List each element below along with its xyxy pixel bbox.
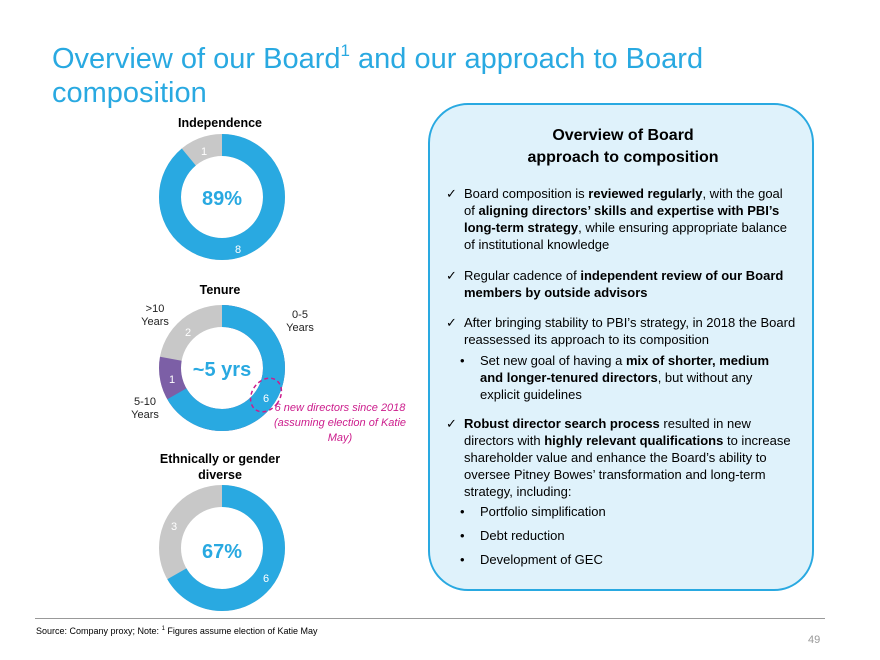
page-title: Overview of our Board1 and our approach …: [52, 41, 704, 109]
tenure-heading: Tenure: [199, 283, 241, 297]
tenure-0-5-label: 0-5 Years: [286, 309, 314, 334]
independence-center-value: 89%: [202, 188, 242, 210]
check-icon: ✓: [446, 186, 457, 201]
panel-subitem-goal: • Set new goal of having a mix of shorte…: [460, 353, 770, 402]
tenure-5-10-label: 5-10 Years: [131, 396, 159, 421]
panel-item-independent-review: ✓ Regular cadence of independent review …: [446, 268, 784, 300]
independence-donut: 1 8 89%: [159, 134, 285, 260]
source-note: Source: Company proxy; Note: 1 Figures a…: [36, 626, 318, 636]
independence-grey-label: 1: [201, 146, 207, 158]
panel-item-search-process: ✓ Robust director search process resulte…: [446, 416, 791, 499]
panel-subitem-portfolio: • Portfolio simplification: [460, 504, 606, 519]
diversity-heading-line1: Ethnically or gender: [159, 452, 281, 466]
bullet-icon: •: [460, 504, 465, 519]
tenure-blue-arc: [159, 305, 285, 431]
bullet-icon: •: [460, 528, 465, 543]
panel-subitem-gec: • Development of GEC: [460, 552, 603, 567]
tenure-grey-label: 2: [185, 327, 191, 339]
panel-title: Overview of Board approach to compositio…: [430, 125, 816, 169]
tenure-blue-label: 6: [263, 393, 269, 405]
page-number: 49: [808, 634, 821, 646]
diversity-heading-line2: diverse: [198, 468, 242, 482]
check-icon: ✓: [446, 315, 457, 330]
tenure-highlight-ellipse: [249, 377, 283, 413]
check-icon: ✓: [446, 268, 457, 283]
tenure-center-value: ~5 yrs: [193, 359, 251, 381]
diversity-heading: Ethnically or gender diverse: [140, 451, 300, 483]
panel-title-line2: approach to composition: [527, 149, 719, 166]
tenure-purple-label: 1: [169, 374, 175, 386]
panel-item-reassessed: ✓ After bringing stability to PBI’s stra…: [446, 315, 796, 347]
diversity-grey-label: 3: [171, 521, 177, 533]
diversity-donut: 3 6 67%: [159, 485, 285, 611]
tenure-over10-label: >10 Years: [141, 303, 169, 328]
diversity-center-value: 67%: [202, 541, 242, 563]
tenure-callout: 6 new directors since 2018 (assuming ele…: [273, 402, 407, 444]
independence-blue-arc: [159, 134, 285, 260]
bullet-icon: •: [460, 552, 465, 567]
bullet-icon: •: [460, 353, 465, 368]
check-icon: ✓: [446, 416, 457, 431]
panel-subitem-debt: • Debt reduction: [460, 528, 565, 543]
independence-blue-label: 8: [235, 244, 241, 256]
footer-divider: [35, 618, 825, 619]
diversity-blue-arc: [159, 485, 285, 611]
diversity-blue-label: 6: [263, 573, 269, 585]
tenure-donut: 2 1 6 ~5 yrs: [159, 305, 285, 431]
panel-item-review: ✓ Board composition is reviewed regularl…: [446, 186, 787, 252]
panel-title-line1: Overview of Board: [552, 127, 694, 144]
independence-heading: Independence: [177, 116, 263, 130]
board-approach-panel: Overview of Board approach to compositio…: [428, 103, 814, 591]
